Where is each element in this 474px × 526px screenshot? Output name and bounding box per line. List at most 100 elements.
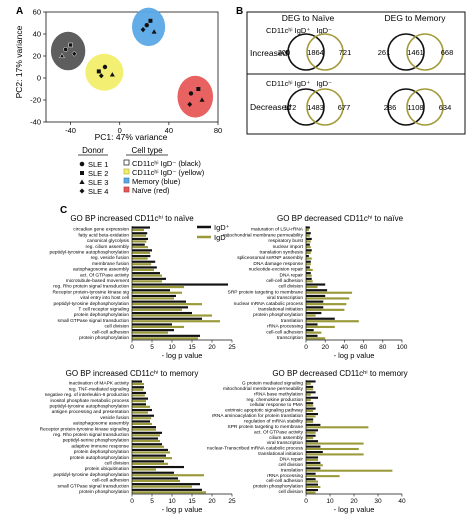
go-bar-igdminus: [132, 308, 182, 311]
go-category-label: viral transcription: [267, 295, 304, 301]
go-bar-igdplus: [132, 306, 188, 309]
go-category-label: cellular response to PMA: [250, 402, 304, 408]
go-category-label: reg. chemokine production: [246, 397, 303, 403]
go-bar-igdplus: [306, 277, 312, 280]
go-bar-igdminus: [132, 382, 144, 386]
go-category-label: cilium assembly: [269, 435, 303, 441]
go-category-label: reg. vesicle fusion: [91, 255, 130, 261]
go-xtick-label: 40: [398, 498, 406, 505]
go-bar-igdplus: [132, 397, 148, 400]
go-category-label: peptidyl-serine phosphorylation: [63, 438, 130, 444]
venn-increased-memory-left: 261: [378, 48, 391, 57]
go-bar-igdminus: [132, 428, 156, 431]
go-category-label: autophagosome assembly: [73, 421, 130, 427]
pca-point: [98, 73, 104, 79]
go-xtick-label: 30: [374, 498, 382, 505]
go-category-label: translational initiation: [258, 451, 303, 457]
go-bar-igdplus: [306, 402, 314, 405]
go-bar-igdminus: [132, 422, 152, 426]
go-xtick-label: 40: [341, 344, 349, 351]
go-bar-igdplus: [306, 311, 322, 315]
go-xlabel: - log p value: [334, 505, 375, 514]
venn-decreased-memory-overlap: 1108: [407, 103, 423, 112]
go-bar-igdplus: [132, 443, 162, 446]
pca-ytick-label: -40: [30, 118, 41, 127]
legend-donor-1: SLE 1: [79, 160, 108, 169]
venn-increased-memory-right: 668: [441, 48, 454, 57]
go-bar-igdplus: [306, 461, 321, 464]
go-bar-igdminus: [132, 411, 148, 414]
go-bar-igdminus: [306, 480, 318, 483]
go-bar-igdplus: [306, 385, 314, 388]
go-category-label: circadian gene expression: [73, 227, 129, 233]
go-bar-igdminus: [132, 291, 182, 294]
go-category-label: autophagosome assembly: [73, 267, 130, 273]
pca-cluster-ellipse: [132, 7, 166, 47]
go-xtick-label: 20: [208, 344, 216, 351]
go-bar-igdminus: [132, 405, 150, 408]
go-category-label: reg. Rho protein signal transduction: [53, 432, 129, 438]
go-category-label: Receptor protein-tyrosine kinase signali…: [40, 426, 130, 432]
venn-row-increased-setlabel-b: IgD⁻: [316, 26, 332, 35]
pca-xtick-label: 40: [165, 126, 173, 135]
go-bar-igdplus: [306, 266, 310, 269]
go-category-label: nuclear mRNA catabolic process: [234, 301, 304, 307]
go-bar-igdminus: [306, 404, 314, 407]
venn-increased-naive-left: 200: [278, 48, 291, 57]
donor-3-label: SLE 3: [88, 178, 108, 187]
go-category-label: reg. Rho protein signal transduction: [53, 284, 129, 290]
go-category-label: cell-cell adhesion: [266, 329, 303, 335]
go-bar-igdminus: [306, 325, 335, 329]
go-bar-igdplus: [306, 445, 321, 448]
pca-xtick-label: 0: [118, 126, 122, 135]
venn-title-naive: DEG to Naïve: [282, 13, 335, 23]
go-bar-igdminus: [306, 447, 359, 451]
go-category-label: mitochondrial membrane permeability: [223, 232, 304, 238]
go-category-label: act. Of GTPase activity: [80, 272, 130, 278]
venn-row-decreased-setlabel-a: CD11cʰⁱ IgD⁺: [266, 79, 310, 88]
go-bar-igdplus: [132, 483, 200, 486]
pca-legend: Donor Cell type SLE 1 SLE 2 SLE 3 SLE 4: [78, 146, 205, 196]
venn-row-decreased-setlabel: CD11cʰⁱ IgD⁺ IgD⁻: [266, 79, 332, 88]
go-category-label: cell division: [278, 462, 303, 468]
go-bar-igdminus: [306, 285, 318, 289]
donor-4-marker: [79, 188, 85, 194]
go-bar-igdplus: [132, 408, 152, 412]
go-bar-igdminus: [132, 314, 212, 317]
venn-increased-memory-igdplus: [387, 33, 425, 71]
venn-decreased-naive-left: 172: [284, 103, 297, 112]
go-bar-igdminus: [306, 491, 316, 494]
venn-decreased-naive-igdplus: [287, 88, 325, 126]
go-bar-igdplus: [132, 237, 148, 241]
go-category-label: fatty acid beta-oxidation: [78, 232, 129, 238]
go-bar-igdplus: [306, 226, 310, 229]
go-category-label: act. Of GTPase activity: [254, 429, 304, 435]
go-bar-igdminus: [132, 234, 146, 237]
go-xtick-label: 15: [188, 498, 196, 505]
venn-increased-memory-overlap: 1461: [407, 48, 424, 57]
go-bar-igdminus: [132, 285, 184, 289]
go-bar-igdminus: [306, 437, 314, 440]
go-bar-igdminus: [132, 474, 204, 477]
go-bar-igdplus: [132, 329, 174, 332]
go-category-label: microtubule-based movement: [66, 278, 130, 284]
go-category-label: DNA repair: [280, 272, 304, 278]
go-bar-igdplus: [306, 272, 311, 275]
celltype-4-swatch: [123, 186, 130, 193]
go-xtick-label: 0: [304, 498, 308, 505]
go-bar-igdminus: [132, 479, 180, 483]
go-xtick-label: 10: [326, 498, 334, 505]
go-bar-igdplus: [306, 260, 311, 263]
go-category-label: cell division: [104, 460, 129, 466]
go-bar-igdminus: [306, 268, 313, 272]
go-xtick-label: 10: [168, 498, 176, 505]
venn-decreased-memory-left: 286: [384, 103, 397, 112]
go-category-label: DNA damage response: [253, 261, 303, 267]
venn-increased-naive-igdplus: [287, 33, 325, 71]
go-bar-igdminus: [306, 382, 311, 385]
go-bar-igdplus: [132, 334, 200, 337]
venn-row-increased-setlabel: CD11cʰⁱ IgD⁺ IgD⁻: [266, 26, 332, 35]
go-category-label: regulation of mRNA stability: [244, 419, 304, 425]
go-bar-igdplus: [306, 423, 321, 426]
